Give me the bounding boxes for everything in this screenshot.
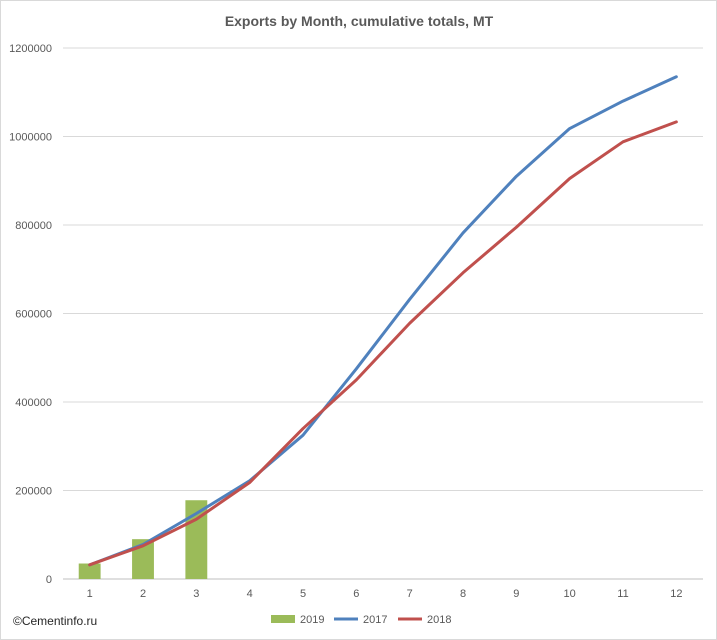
line-2017 bbox=[88, 75, 678, 567]
x-tick-label: 5 bbox=[300, 588, 306, 600]
axes: 0 200000 400000 600000 800000 1000000 1200000 1… bbox=[9, 43, 703, 600]
x-tick-label: 10 bbox=[564, 588, 576, 600]
x-tick-label: 6 bbox=[353, 588, 359, 600]
x-tick-label: 7 bbox=[407, 588, 413, 600]
x-tick-label: 8 bbox=[460, 588, 466, 600]
y-tick-label: 1200000 bbox=[9, 43, 52, 55]
bar-2019 bbox=[78, 563, 101, 579]
y-tick-label: 200000 bbox=[15, 486, 52, 498]
bar-2019 bbox=[185, 500, 208, 579]
legend-label-2019: 2019 bbox=[300, 614, 324, 626]
y-tick-label: 400000 bbox=[15, 397, 52, 409]
legend-label-2018: 2018 bbox=[427, 614, 451, 626]
x-tick-label: 3 bbox=[193, 588, 199, 600]
x-tick-label: 2 bbox=[140, 588, 146, 600]
x-tick-label: 12 bbox=[670, 588, 682, 600]
y-tick-label: 1000000 bbox=[9, 132, 52, 144]
x-tick-label: 11 bbox=[617, 588, 628, 600]
legend-label-2017: 2017 bbox=[363, 614, 387, 626]
x-tick-label: 4 bbox=[247, 588, 253, 600]
y-tick-label: 600000 bbox=[15, 309, 52, 321]
bar-series bbox=[78, 500, 208, 579]
y-tick-label: 0 bbox=[46, 574, 52, 586]
y-tick-label: 800000 bbox=[15, 220, 52, 232]
line-2018 bbox=[88, 120, 678, 567]
gridlines bbox=[63, 47, 703, 580]
line-series bbox=[88, 75, 678, 567]
watermark: ©Cementinfo.ru bbox=[13, 614, 97, 628]
legend-swatch-2019 bbox=[271, 615, 295, 623]
x-tick-label: 9 bbox=[513, 588, 519, 600]
chart-title: Exports by Month, cumulative totals, MT bbox=[225, 13, 494, 29]
x-tick-label: 1 bbox=[87, 588, 93, 600]
legend: 2019 2017 2018 bbox=[271, 614, 451, 626]
